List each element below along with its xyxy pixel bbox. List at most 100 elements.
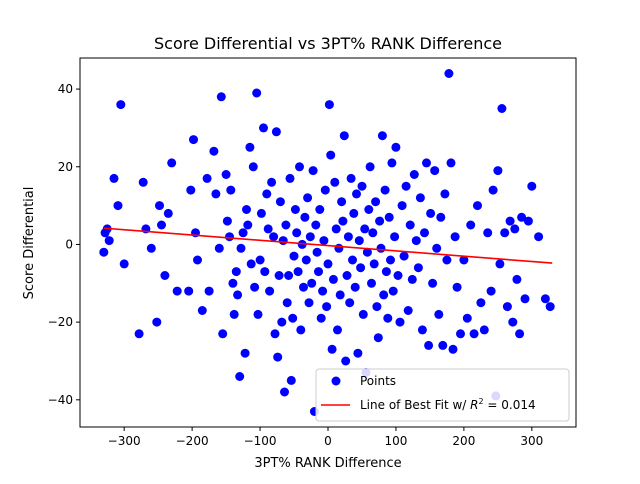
data-point xyxy=(446,158,456,168)
data-point xyxy=(388,286,398,296)
data-point xyxy=(303,193,313,203)
data-point xyxy=(493,166,503,176)
data-point xyxy=(397,201,407,211)
data-point xyxy=(469,329,479,339)
data-point xyxy=(235,372,245,381)
data-point xyxy=(450,232,460,242)
data-point xyxy=(226,185,236,195)
data-point xyxy=(286,375,296,385)
data-point xyxy=(346,173,356,183)
legend-label-line: Line of Best Fit w/ R2 = 0.014 xyxy=(360,397,536,412)
data-point xyxy=(323,259,333,269)
data-point xyxy=(448,344,458,354)
data-point xyxy=(228,278,238,288)
x-axis-label: 3PT% RANK Difference xyxy=(254,456,401,471)
data-point xyxy=(278,236,288,246)
data-point xyxy=(508,317,518,327)
data-point xyxy=(271,127,281,137)
data-point xyxy=(259,123,268,133)
data-point xyxy=(326,150,336,160)
data-point xyxy=(395,317,405,327)
data-point xyxy=(375,216,385,226)
data-point xyxy=(333,325,342,335)
data-point xyxy=(248,162,258,172)
data-point xyxy=(270,329,280,339)
legend-label-points: Points xyxy=(360,374,396,388)
data-point xyxy=(304,298,314,308)
data-point xyxy=(357,181,367,191)
data-point xyxy=(442,255,452,265)
data-point xyxy=(253,309,263,319)
data-point xyxy=(379,290,389,300)
data-point xyxy=(367,278,376,288)
data-point xyxy=(456,329,465,339)
data-point xyxy=(462,313,472,323)
data-point xyxy=(296,325,306,335)
y-tick-label: −40 xyxy=(48,393,73,407)
data-point xyxy=(211,189,221,199)
data-point xyxy=(387,158,397,168)
data-point xyxy=(160,271,170,280)
data-point xyxy=(459,255,469,265)
data-point xyxy=(520,294,530,304)
data-point xyxy=(312,247,322,257)
data-point xyxy=(301,255,311,265)
data-point xyxy=(405,220,415,230)
data-point xyxy=(413,263,423,273)
data-point xyxy=(263,224,273,234)
data-point xyxy=(172,286,182,296)
data-point xyxy=(334,243,344,253)
plot-marks xyxy=(99,69,555,416)
data-point xyxy=(540,294,550,304)
data-point xyxy=(372,302,382,312)
data-point xyxy=(422,158,431,168)
data-point xyxy=(218,329,228,339)
data-point xyxy=(373,333,383,343)
data-point xyxy=(466,220,476,230)
data-point xyxy=(275,197,285,207)
data-point xyxy=(353,348,363,358)
data-point xyxy=(362,247,372,257)
data-point xyxy=(343,232,353,242)
data-point xyxy=(311,220,321,230)
data-point xyxy=(269,232,279,242)
data-point xyxy=(209,146,219,156)
data-point xyxy=(399,251,409,261)
data-point xyxy=(386,255,395,265)
data-point xyxy=(163,208,173,218)
data-point xyxy=(134,329,144,339)
data-point xyxy=(320,185,330,195)
data-point xyxy=(377,131,387,141)
data-point xyxy=(221,170,231,179)
data-point xyxy=(384,212,394,222)
data-point xyxy=(342,271,352,280)
data-point xyxy=(99,247,109,257)
data-point xyxy=(371,197,381,207)
data-point xyxy=(534,232,544,242)
x-tick-label: −300 xyxy=(108,434,141,448)
data-point xyxy=(155,201,164,211)
data-point xyxy=(109,173,119,183)
data-point xyxy=(440,189,450,199)
data-point xyxy=(295,162,304,172)
data-point xyxy=(337,197,347,207)
data-point xyxy=(225,232,234,242)
data-point xyxy=(138,177,148,187)
data-point xyxy=(401,181,411,191)
data-point xyxy=(430,166,440,176)
data-point xyxy=(479,325,489,335)
data-point xyxy=(292,228,302,238)
data-point xyxy=(335,290,345,300)
data-point xyxy=(189,135,198,145)
data-point xyxy=(476,298,486,308)
data-point xyxy=(255,255,265,265)
data-point xyxy=(238,228,248,238)
data-point xyxy=(316,313,326,323)
data-point xyxy=(204,286,214,296)
data-point xyxy=(473,201,482,211)
data-point xyxy=(354,236,364,246)
data-point xyxy=(345,298,355,308)
data-point xyxy=(243,220,253,230)
